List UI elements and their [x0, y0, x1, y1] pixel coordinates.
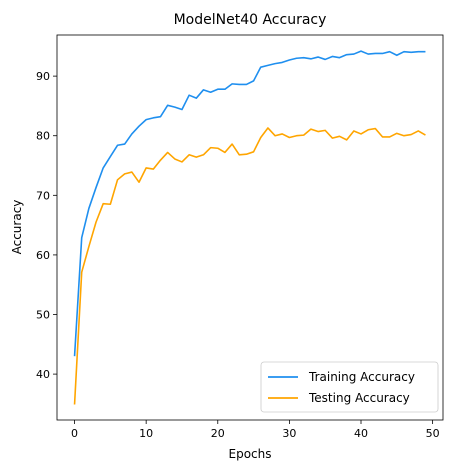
y-tick-label: 70 — [36, 189, 50, 202]
x-tick-label: 0 — [71, 427, 78, 440]
legend: Training Accuracy Testing Accuracy — [260, 361, 439, 413]
y-tick-label: 60 — [36, 249, 50, 262]
x-tick-label: 10 — [139, 427, 153, 440]
legend-box — [260, 361, 439, 413]
x-axis-ticks: 0 10 20 30 40 50 — [71, 420, 440, 440]
x-tick-label: 40 — [354, 427, 368, 440]
y-tick-label: 40 — [36, 368, 50, 381]
y-axis-label: Accuracy — [10, 200, 24, 255]
chart-title: ModelNet40 Accuracy — [174, 12, 327, 28]
y-tick-label: 90 — [36, 70, 50, 83]
series-line-testing — [73, 127, 426, 405]
series-line-training — [73, 50, 426, 357]
legend-label-training: Training Accuracy — [308, 370, 415, 384]
x-tick-label: 30 — [282, 427, 296, 440]
plot-frame — [56, 34, 444, 421]
x-tick-label: 20 — [211, 427, 225, 440]
y-axis-ticks: 40 50 60 70 80 90 — [36, 70, 57, 381]
legend-label-testing: Testing Accuracy — [308, 391, 410, 405]
x-tick-label: 50 — [426, 427, 440, 440]
y-tick-label: 50 — [36, 309, 50, 322]
y-tick-label: 80 — [36, 130, 50, 143]
series-layer — [73, 50, 426, 405]
x-axis-label: Epochs — [229, 447, 272, 461]
